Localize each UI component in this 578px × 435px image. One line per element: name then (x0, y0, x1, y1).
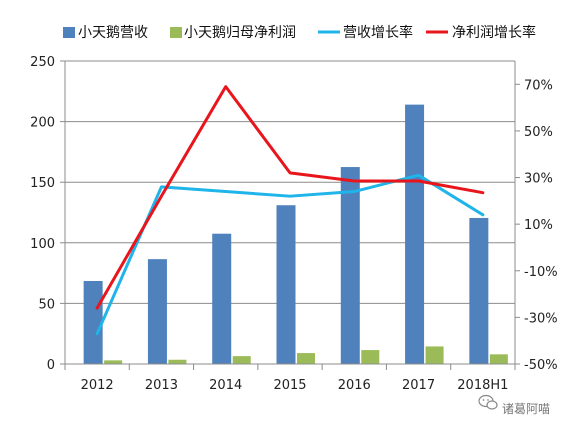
axes (60, 60, 520, 370)
watermark-text: 诸葛阿喵 (502, 402, 550, 416)
legend-label: 营收增长率 (343, 24, 413, 41)
lines (95, 85, 485, 336)
line-revenue-growth (95, 173, 485, 336)
legend-swatch (63, 27, 75, 38)
x-tick-label: 2015 (273, 378, 306, 393)
tick-labels: 0 50 100 150 200 250 -50% -30% -10% 10% 30% 50% 70% 2… (30, 55, 557, 393)
bar-net-profit (489, 354, 508, 364)
legend-label: 小天鹅营收 (78, 24, 148, 41)
y2-tick-label: -50% (524, 358, 558, 373)
legend-label: 小天鹅归母净利润 (184, 24, 296, 41)
y2-tick-label: 30% (524, 172, 553, 187)
line-profit-growth (95, 85, 485, 310)
bar-net-profit (104, 360, 123, 364)
y2-tick-label: -10% (524, 265, 558, 280)
y-tick-label: 100 (30, 237, 55, 252)
bar-net-profit (425, 346, 444, 364)
y2-tick-label: -30% (524, 311, 558, 326)
bar-revenue (212, 233, 232, 364)
watermark: 诸葛阿喵 (478, 394, 550, 416)
bar-revenue (83, 280, 103, 364)
bar-revenue (276, 205, 296, 364)
y2-tick-label: 70% (524, 78, 553, 93)
x-tick-label: 2012 (81, 378, 114, 393)
y-tick-label: 200 (30, 116, 55, 131)
y-tick-label: 50 (38, 297, 55, 312)
x-tick-label: 2014 (209, 378, 242, 393)
x-tick-label: 2013 (145, 378, 178, 393)
legend: 小天鹅营收 小天鹅归母净利润 营收增长率 净利润增长率 (63, 24, 536, 41)
y-tick-label: 150 (30, 176, 55, 191)
bar-net-profit (168, 359, 187, 364)
bar-net-profit (232, 356, 251, 364)
bar-revenue (147, 259, 167, 364)
x-tick-label: 2016 (338, 378, 371, 393)
legend-label: 净利润增长率 (452, 24, 536, 41)
bar-revenue (469, 217, 489, 364)
bar-revenue (340, 167, 360, 364)
bar-revenue (405, 104, 425, 364)
bar-net-profit (297, 353, 315, 364)
y-tick-label: 250 (30, 55, 55, 70)
x-tick-label: 2018H1 (457, 378, 508, 393)
wechat-icon (478, 394, 498, 410)
bars (83, 104, 508, 364)
y-tick-label: 0 (47, 358, 55, 373)
y2-tick-label: 50% (524, 125, 553, 140)
x-tick-label: 2017 (402, 378, 435, 393)
legend-swatch (170, 27, 182, 38)
y2-tick-label: 10% (524, 218, 553, 233)
bar-net-profit (361, 350, 380, 364)
